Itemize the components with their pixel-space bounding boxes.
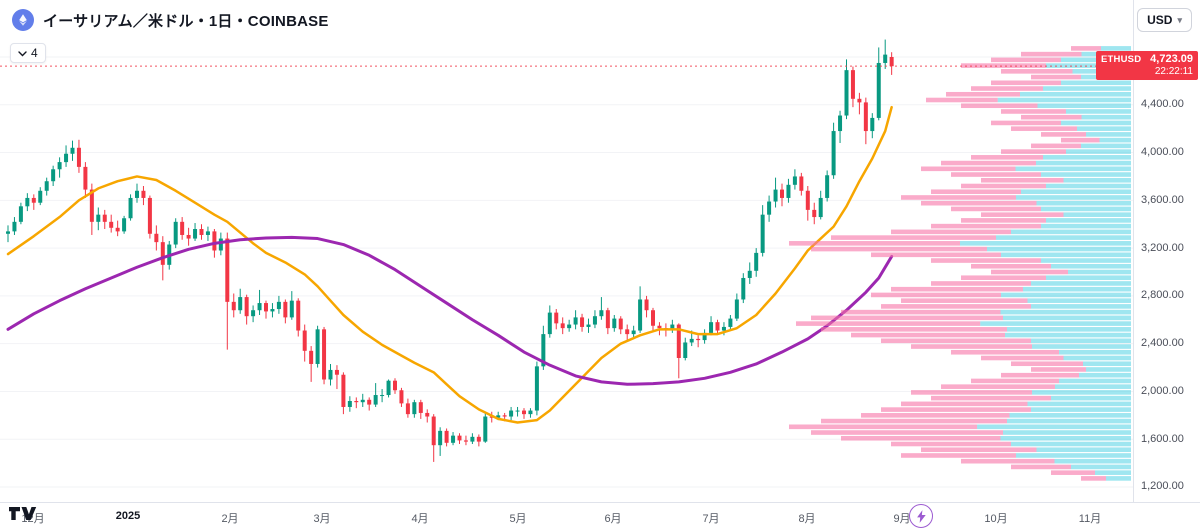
price-axis-label: 2,400.00 [1141, 337, 1184, 350]
badge-price: 4,723.09 [1150, 53, 1193, 66]
price-axis-label: 4,000.00 [1141, 146, 1184, 159]
header-bar: イーサリアム／米ドル・1日・COINBASE [0, 0, 1130, 40]
badge-symbol: ETHUSD [1101, 54, 1142, 66]
time-axis-label: 2025 [115, 510, 141, 522]
tradingview-logo[interactable] [8, 506, 37, 526]
price-axis-label: 3,600.00 [1141, 193, 1184, 206]
currency-dropdown-button[interactable]: USD ▾ [1137, 8, 1192, 32]
last-price-badge: ETHUSD 4,723.09 22:22:11 [1096, 51, 1198, 81]
price-axis-label: 2,000.00 [1141, 384, 1184, 397]
time-axis-label: 9月 [893, 513, 911, 525]
time-axis-label: 4月 [411, 513, 429, 525]
time-axis-label: 6月 [604, 513, 622, 525]
chevron-down-icon: ▾ [1177, 14, 1182, 25]
candles-layer [6, 39, 894, 462]
indicators-collapse-pill[interactable]: 4 [10, 43, 46, 63]
time-axis-label: 11月 [1078, 513, 1102, 525]
time-axis-label: 7月 [702, 513, 720, 525]
time-axis-label: 8月 [798, 513, 816, 525]
price-chart-canvas[interactable] [0, 0, 1133, 502]
time-axis-label: 10月 [984, 513, 1008, 525]
price-axis-label: 1,600.00 [1141, 432, 1184, 445]
time-axis-label: 2月 [221, 513, 239, 525]
ethereum-logo-icon [12, 9, 34, 31]
price-axis-label: 1,200.00 [1141, 480, 1184, 493]
time-axis-label: 5月 [509, 513, 527, 525]
ma-slow-line [6, 235, 894, 386]
indicator-count: 4 [31, 46, 38, 60]
chart-plot-area[interactable] [0, 0, 1133, 502]
lightning-button[interactable] [909, 504, 933, 528]
lightning-icon [916, 509, 926, 523]
currency-label: USD [1147, 13, 1173, 27]
price-axis[interactable]: 4,800.004,400.004,000.003,600.003,200.00… [1133, 0, 1200, 502]
symbol-title[interactable]: イーサリアム／米ドル・1日・COINBASE [43, 12, 329, 30]
time-axis-label: 3月 [313, 513, 331, 525]
ma-fast-line [6, 105, 893, 424]
price-axis-label: 3,200.00 [1141, 241, 1184, 254]
price-axis-label: 4,400.00 [1141, 98, 1184, 111]
time-axis[interactable]: 12月 2025 2月 3月 4月 5月 6月 7月 8月 9月 10月 11月 [0, 502, 1200, 530]
volume-profile-layer [789, 46, 1131, 481]
badge-countdown: 22:22:11 [1154, 66, 1193, 78]
price-axis-label: 2,800.00 [1141, 289, 1184, 302]
chevron-down-icon [18, 46, 27, 60]
